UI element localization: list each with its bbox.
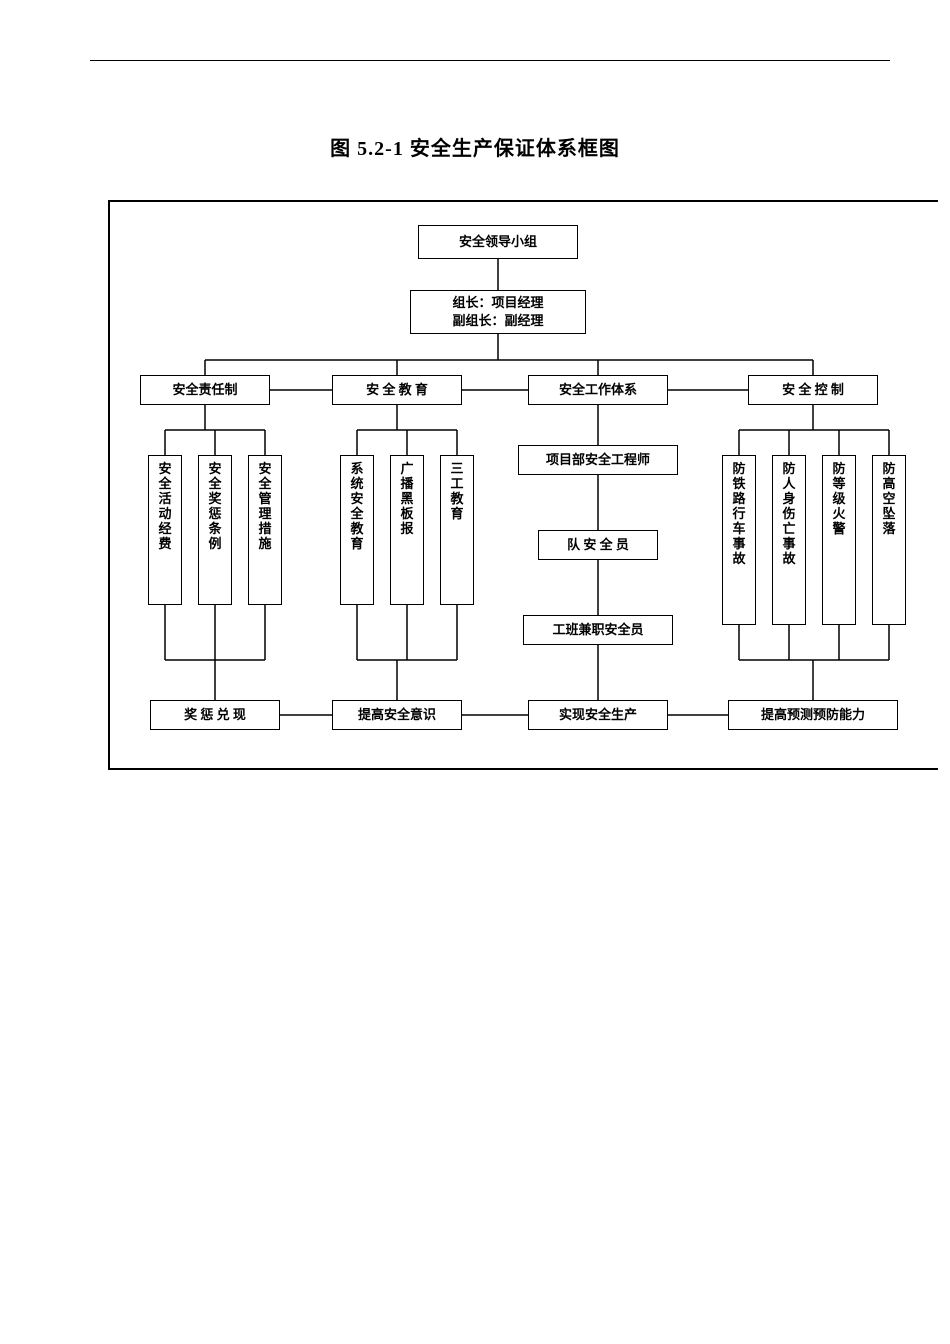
node-v43: 防等级火警 xyxy=(822,455,856,625)
node-n_b3: 安全工作体系 xyxy=(528,375,668,405)
node-v41: 防铁路行车事故 xyxy=(722,455,756,625)
node-n_r3: 实现安全生产 xyxy=(528,700,668,730)
node-n_b4: 安 全 控 制 xyxy=(748,375,878,405)
connectors-layer xyxy=(108,200,938,770)
node-n_r4: 提高预测预防能力 xyxy=(728,700,898,730)
node-n_top: 安全领导小组 xyxy=(418,225,578,259)
node-n_b2: 安 全 教 育 xyxy=(332,375,462,405)
node-v44: 防高空坠落 xyxy=(872,455,906,625)
node-n_c3: 工班兼职安全员 xyxy=(523,615,673,645)
top-rule xyxy=(90,60,890,61)
node-v21: 系统安全教育 xyxy=(340,455,374,605)
node-n_c2: 队 安 全 员 xyxy=(538,530,658,560)
node-v12: 安全奖惩条例 xyxy=(198,455,232,605)
node-n_b1: 安全责任制 xyxy=(140,375,270,405)
node-v22: 广播黑板报 xyxy=(390,455,424,605)
node-v13: 安全管理措施 xyxy=(248,455,282,605)
page: 图 5.2-1 安全生产保证体系框图 安全领导小组组长：项目经理副组长：副经理安… xyxy=(0,0,950,1344)
diagram-title: 图 5.2-1 安全生产保证体系框图 xyxy=(0,132,950,161)
node-n_c1: 项目部安全工程师 xyxy=(518,445,678,475)
node-n_r2: 提高安全意识 xyxy=(332,700,462,730)
node-n_leader: 组长：项目经理副组长：副经理 xyxy=(410,290,586,334)
node-v11: 安全活动经费 xyxy=(148,455,182,605)
node-n_r1: 奖 惩 兑 现 xyxy=(150,700,280,730)
node-v42: 防人身伤亡事故 xyxy=(772,455,806,625)
node-v23: 三工教育 xyxy=(440,455,474,605)
